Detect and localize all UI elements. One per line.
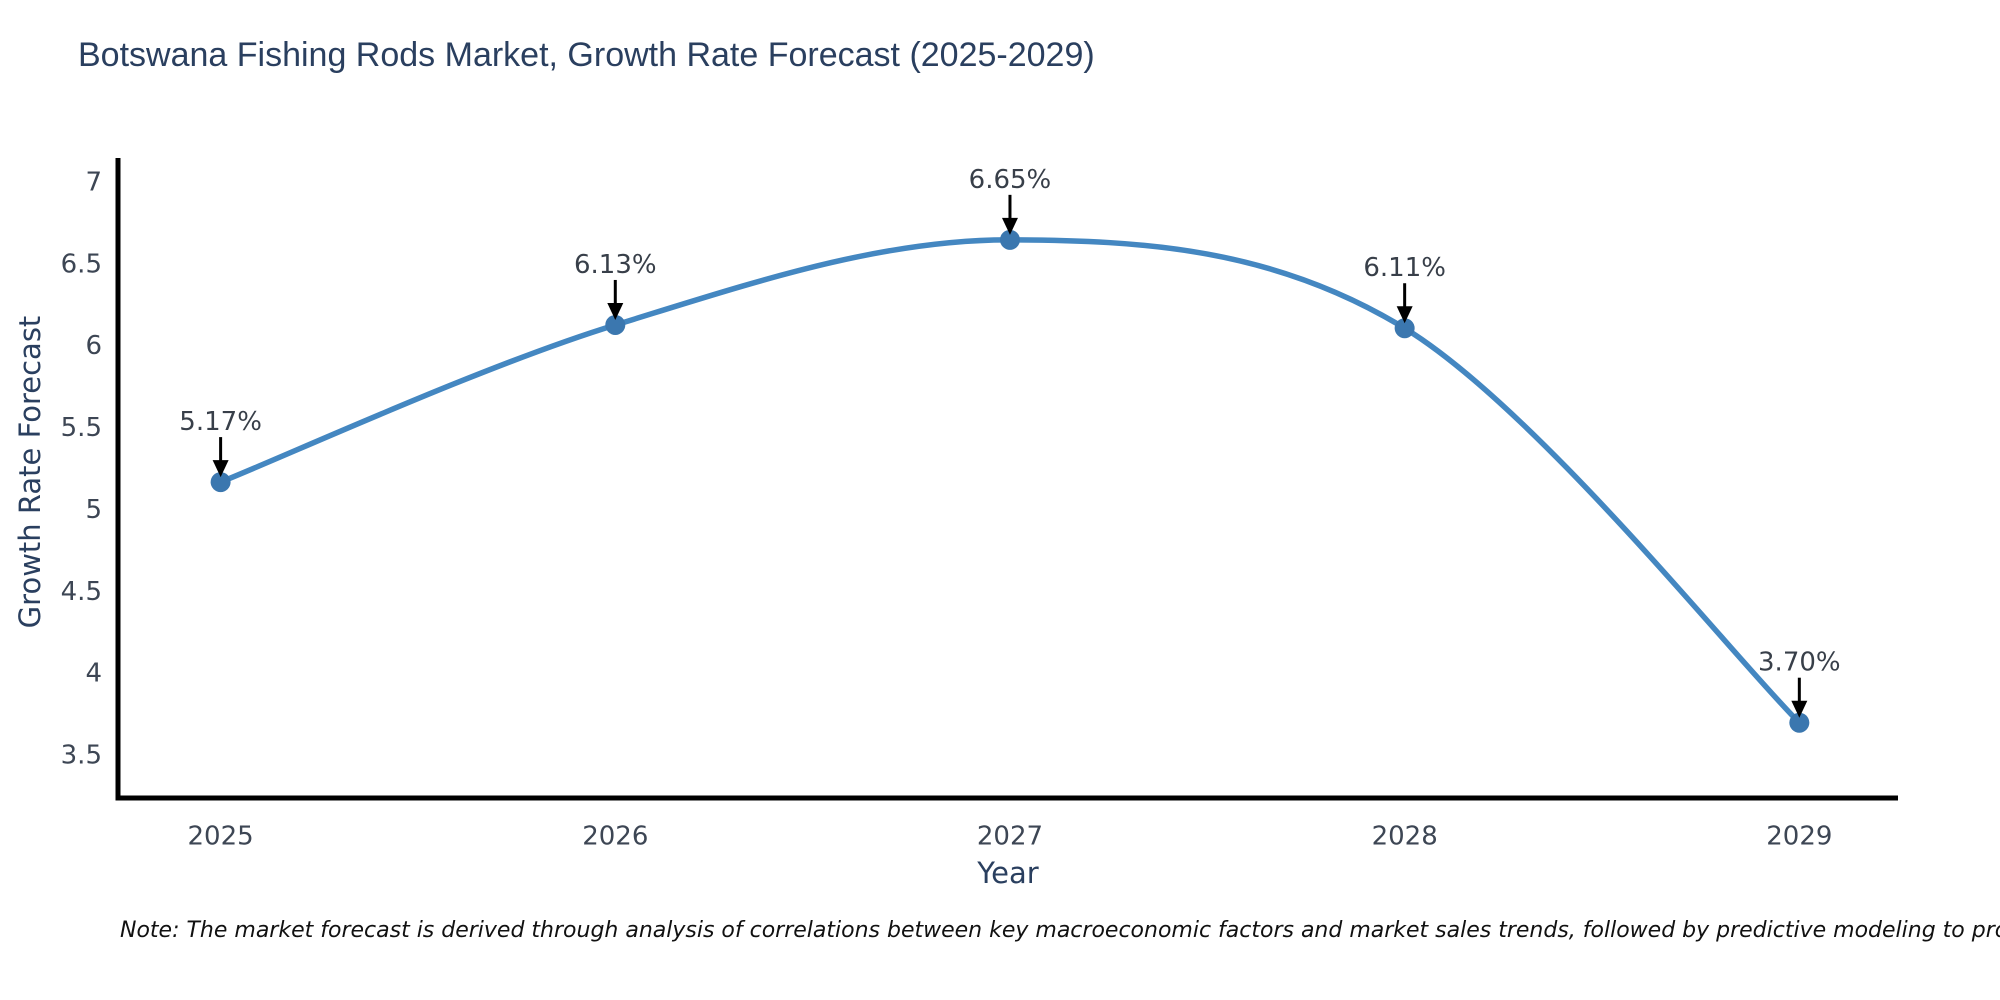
- y-tick-label: 7: [85, 168, 102, 198]
- data-point-marker: [1789, 712, 1810, 733]
- annotation-arrow-head: [607, 302, 624, 320]
- y-tick-label: 6.5: [61, 249, 102, 279]
- y-axis-title: Growth Rate Forecast: [13, 315, 47, 629]
- annotation-arrow-head: [1396, 306, 1413, 324]
- data-point-marker: [1394, 318, 1415, 339]
- annotation-label: 6.13%: [574, 250, 657, 280]
- annotation-label: 6.11%: [1363, 253, 1446, 283]
- data-point-marker: [210, 472, 231, 493]
- y-tick-label: 5.5: [61, 413, 102, 443]
- annotation-label: 3.70%: [1758, 648, 1841, 678]
- y-tick-label: 3.5: [61, 740, 102, 770]
- x-tick-label: 2027: [977, 821, 1043, 851]
- data-point-marker: [605, 314, 626, 335]
- series-line: [217, 237, 1803, 726]
- y-tick-label: 6: [85, 331, 102, 361]
- data-point-marker: [999, 229, 1020, 250]
- x-tick-label: 2028: [1372, 821, 1438, 851]
- y-tick-label: 4: [85, 659, 102, 689]
- annotation-label: 6.65%: [969, 165, 1052, 195]
- x-axis-title: Year: [977, 856, 1039, 890]
- annotation-label: 5.17%: [179, 407, 262, 437]
- annotation-arrow-head: [212, 460, 229, 478]
- annotation-arrow-head: [1791, 700, 1808, 718]
- footnote: Note: The market forecast is derived thr…: [120, 918, 2000, 943]
- x-tick-label: 2029: [1766, 821, 1832, 851]
- annotation-arrow-head: [1001, 217, 1018, 235]
- y-tick-label: 4.5: [61, 577, 102, 607]
- x-tick-label: 2026: [582, 821, 648, 851]
- y-tick-label: 5: [85, 495, 102, 525]
- x-tick-label: 2025: [188, 821, 254, 851]
- chart-title: Botswana Fishing Rods Market, Growth Rat…: [78, 36, 1095, 74]
